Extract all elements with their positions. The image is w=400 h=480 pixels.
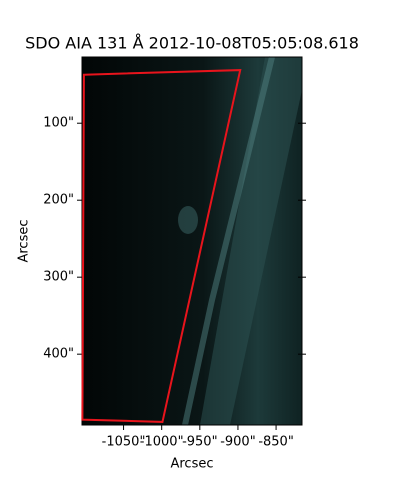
solar-limb: [200, 57, 302, 425]
x-tick-label: -850": [258, 435, 293, 450]
bright-feature: [178, 206, 198, 234]
y-tick-label: 200": [43, 193, 74, 208]
y-tick-label: 400": [43, 347, 74, 362]
y-tick-label: 100": [43, 116, 74, 131]
x-tick-label: -1050": [102, 435, 146, 450]
x-axis-label: Arcsec: [170, 457, 213, 472]
axes-frame: [81, 56, 303, 426]
x-tick-label: -1000": [140, 435, 184, 450]
y-axis-label: Arcsec: [17, 219, 32, 262]
y-tick-label: 300": [43, 270, 74, 285]
region-outline: [81, 69, 242, 423]
x-tick-label: -900": [220, 435, 255, 450]
chart-title: SDO AIA 131 Å 2012-10-08T05:05:08.618: [25, 34, 359, 53]
limb-glow: [182, 56, 275, 426]
x-tick-label: -950": [182, 435, 217, 450]
